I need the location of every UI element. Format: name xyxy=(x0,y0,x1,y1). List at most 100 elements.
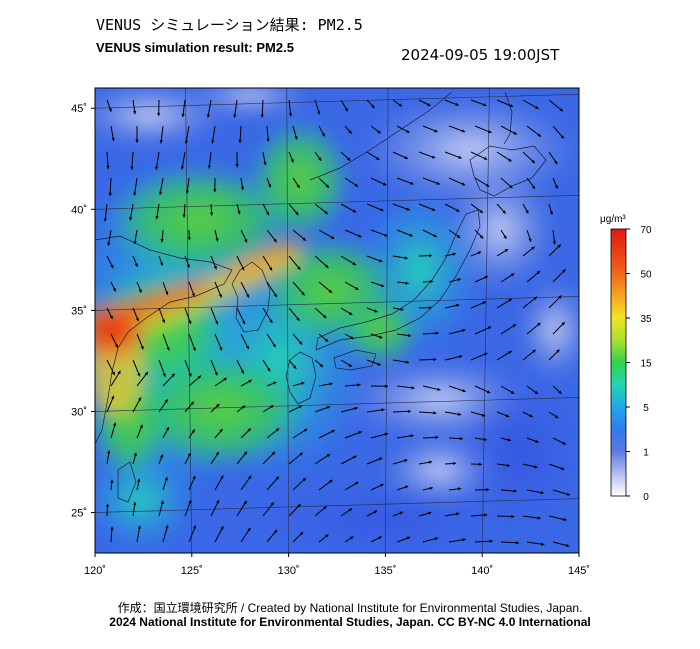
wind-arrow xyxy=(522,246,535,257)
wind-arrow xyxy=(266,125,270,142)
wind-arrow xyxy=(500,125,518,135)
wind-arrow xyxy=(314,505,328,517)
wind-arrow xyxy=(370,229,388,237)
wind-arrow xyxy=(470,151,488,160)
wind-arrow xyxy=(548,99,564,112)
wind-arrow xyxy=(188,525,197,543)
wind-arrow xyxy=(162,426,170,439)
wind-arrow xyxy=(214,428,223,439)
wind-arrow xyxy=(422,177,441,185)
wind-arrow xyxy=(292,281,305,296)
wind-arrow xyxy=(474,326,492,335)
wind-arrow xyxy=(292,381,305,387)
coastline-hokkaido xyxy=(469,145,547,197)
wind-arrow xyxy=(370,432,389,439)
lat-tick-label: 25˚ xyxy=(71,508,87,520)
wind-arrow xyxy=(188,281,195,297)
wind-arrow xyxy=(392,459,408,465)
wind-arrow xyxy=(288,503,301,517)
wind-arrow xyxy=(106,395,115,413)
wind-arrow xyxy=(444,99,460,106)
wind-arrow xyxy=(210,359,218,376)
wind-arrow xyxy=(392,511,404,517)
wind-arrow xyxy=(236,405,246,413)
wind-arrow xyxy=(158,454,164,465)
wind-arrow xyxy=(262,404,274,413)
wind-arrow xyxy=(344,125,353,134)
wind-arrow xyxy=(110,370,121,387)
wind-arrow xyxy=(266,281,278,298)
wind-arrow xyxy=(526,177,536,190)
wind-arrow xyxy=(214,229,219,242)
wind-arrow xyxy=(522,203,529,214)
wind-arrow xyxy=(366,510,378,517)
wind-arrow xyxy=(233,99,238,118)
wind-arrow xyxy=(526,541,545,546)
wind-arrow xyxy=(158,500,164,517)
wind-arrow xyxy=(470,251,482,257)
wind-arrow xyxy=(366,203,384,212)
wind-arrow xyxy=(240,333,250,350)
wind-arrow xyxy=(370,281,385,288)
wind-arrow xyxy=(444,303,460,309)
wind-arrow xyxy=(210,451,220,465)
wind-arrow xyxy=(288,307,300,322)
wind-arrow xyxy=(422,435,439,440)
wind-arrow xyxy=(292,125,298,140)
wind-arrow xyxy=(240,428,252,439)
wind-arrow xyxy=(548,411,559,419)
wind-arrow xyxy=(314,453,331,465)
wind-arrow xyxy=(500,323,517,335)
wind-arrow xyxy=(159,125,164,144)
coastline-honshu xyxy=(315,209,481,351)
wind-arrow xyxy=(552,385,562,395)
wind-arrow xyxy=(418,99,431,107)
wind-arrow xyxy=(448,229,461,239)
wind-arrow xyxy=(262,451,276,465)
wind-arrow xyxy=(318,177,330,189)
wind-arrow xyxy=(288,99,293,117)
wind-arrow xyxy=(266,381,277,387)
wind-arrow xyxy=(344,481,359,491)
wind-arrow xyxy=(318,382,333,387)
wind-arrow xyxy=(213,177,217,193)
lat-tick-label: 30˚ xyxy=(71,406,87,418)
wind-arrow xyxy=(262,255,273,271)
wind-arrow xyxy=(288,405,303,413)
wind-arrow xyxy=(240,527,251,543)
colorbar-ramp xyxy=(610,228,627,497)
wind-arrow xyxy=(288,452,304,465)
coastline-korea xyxy=(231,261,271,333)
wind-arrow xyxy=(418,253,433,258)
wind-arrow xyxy=(496,298,513,309)
wind-arrow xyxy=(340,406,358,413)
wind-arrow xyxy=(552,177,559,189)
wind-arrow xyxy=(422,486,433,491)
wind-arrow xyxy=(444,512,460,517)
wind-arrow xyxy=(106,450,111,465)
wind-arrow xyxy=(184,401,195,413)
wind-arrow xyxy=(214,377,227,387)
wind-arrow xyxy=(262,203,270,216)
wind-arrow xyxy=(314,99,321,115)
wind-arrow xyxy=(238,125,242,143)
wind-arrow xyxy=(418,357,437,362)
wind-arrow xyxy=(214,281,222,298)
lon-tick-label: 130˚ xyxy=(278,565,300,577)
wind-arrow xyxy=(448,125,466,133)
wind-arrow xyxy=(526,385,539,395)
coastlines xyxy=(95,91,547,503)
wind-arrow xyxy=(132,99,137,115)
wind-arrow xyxy=(522,463,538,469)
wind-arrow xyxy=(162,333,170,351)
wind-arrow xyxy=(292,333,303,345)
wind-arrow xyxy=(132,307,139,322)
lat-tick-label: 45˚ xyxy=(71,103,87,115)
wind-arrow xyxy=(266,529,278,543)
wind-arrow xyxy=(106,99,112,112)
wind-arrow xyxy=(470,203,484,214)
lon-tick-label: 140˚ xyxy=(471,565,493,577)
wind-arrow xyxy=(188,375,202,387)
wind-arrow xyxy=(548,295,563,309)
wind-arrow xyxy=(370,333,383,339)
